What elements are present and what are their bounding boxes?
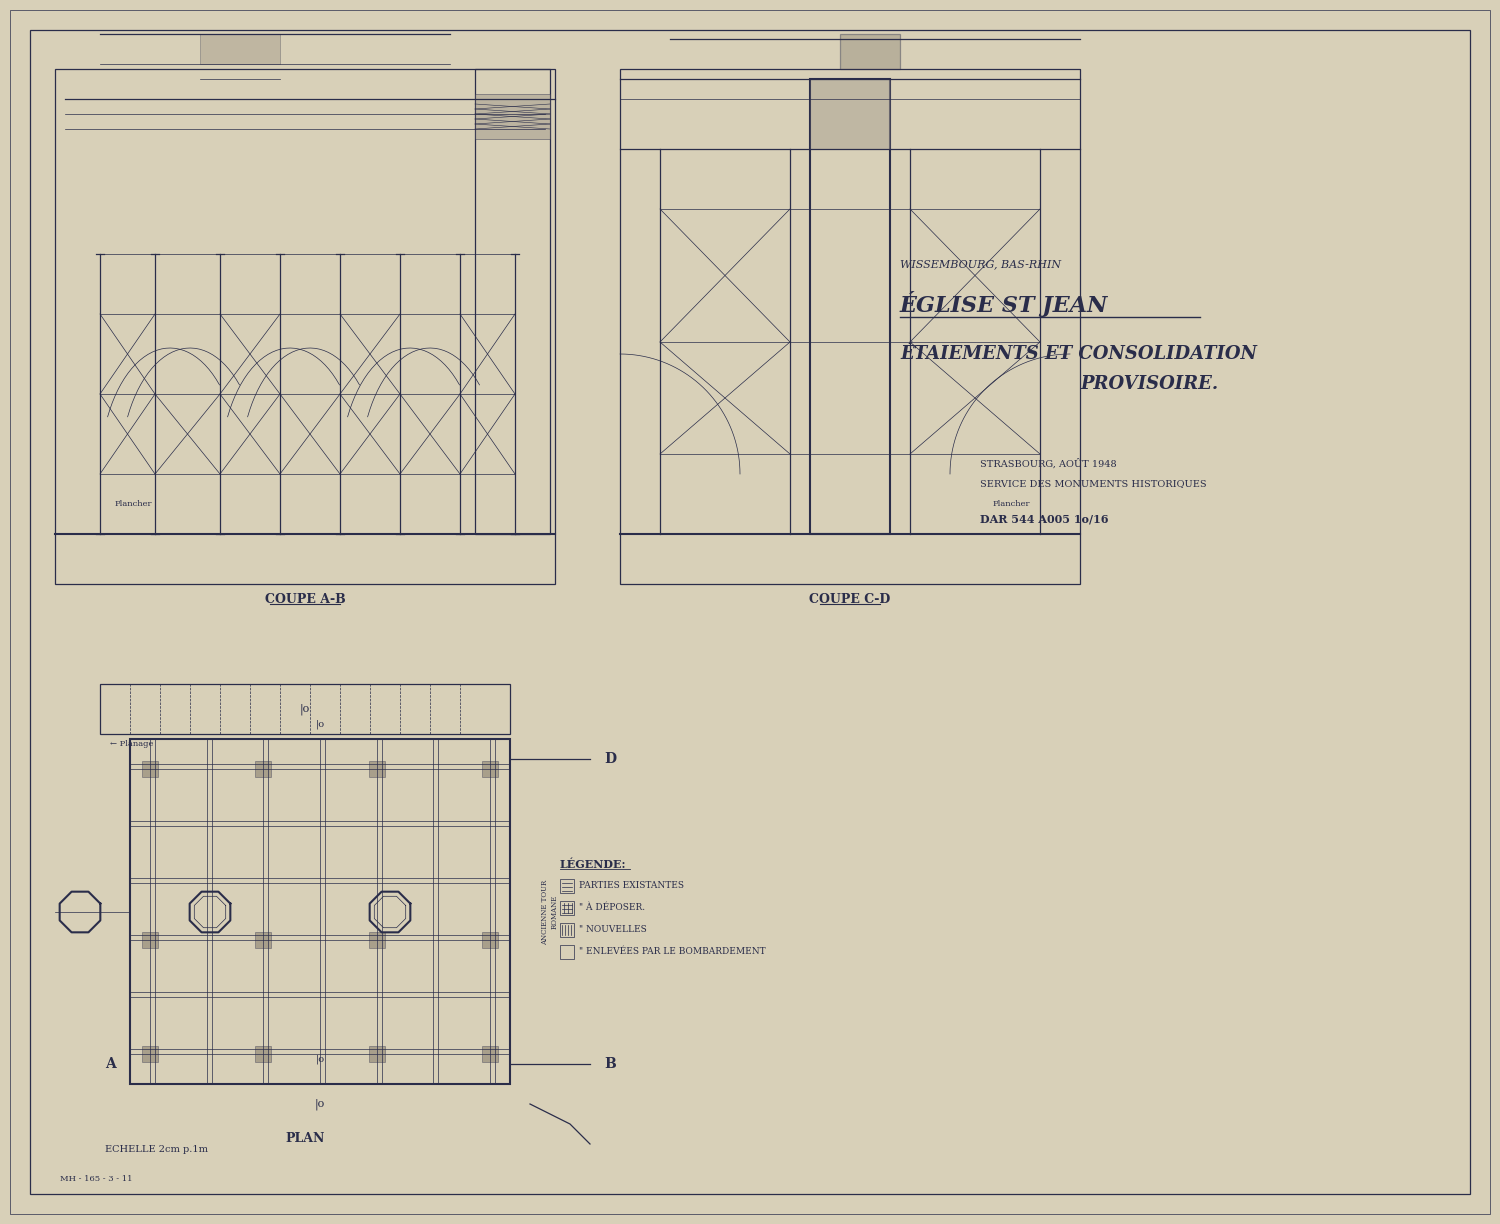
- Text: COUPE C-D: COUPE C-D: [810, 592, 891, 606]
- Text: Plancher: Plancher: [116, 499, 153, 508]
- Text: A: A: [105, 1058, 116, 1071]
- Text: |o: |o: [315, 720, 324, 728]
- Text: ÉGLISE ST JEAN: ÉGLISE ST JEAN: [900, 291, 1108, 317]
- Bar: [560, 923, 574, 938]
- Text: WISSEMBOURG, BAS-RHIN: WISSEMBOURG, BAS-RHIN: [900, 259, 1060, 269]
- Text: ECHELLE 2cm p.1m: ECHELLE 2cm p.1m: [105, 1144, 209, 1153]
- Text: " NOUVELLES: " NOUVELLES: [579, 924, 646, 934]
- Bar: [142, 931, 158, 949]
- Bar: [810, 80, 889, 149]
- Bar: [100, 684, 510, 734]
- Bar: [840, 34, 900, 69]
- Bar: [255, 931, 272, 949]
- Bar: [482, 1047, 498, 1062]
- Bar: [56, 69, 555, 584]
- Bar: [810, 80, 889, 534]
- Bar: [560, 901, 574, 916]
- Bar: [255, 1047, 272, 1062]
- Text: " ENLEVÉES PAR LE BOMBARDEMENT: " ENLEVÉES PAR LE BOMBARDEMENT: [579, 946, 765, 956]
- Text: |o: |o: [300, 704, 310, 715]
- Text: PROVISOIRE.: PROVISOIRE.: [1080, 375, 1218, 393]
- Bar: [620, 69, 1080, 584]
- Text: B: B: [604, 1058, 616, 1071]
- Text: PLAN: PLAN: [285, 1132, 324, 1146]
- Text: DAR 544 A005 1o/16: DAR 544 A005 1o/16: [980, 514, 1108, 525]
- Text: ← Planage: ← Planage: [110, 741, 153, 748]
- Text: STRASBOURG, AOÛT 1948: STRASBOURG, AOÛT 1948: [980, 459, 1116, 469]
- Text: PARTIES EXISTANTES: PARTIES EXISTANTES: [579, 880, 684, 890]
- Text: LÉGENDE:: LÉGENDE:: [560, 858, 627, 869]
- Text: |o: |o: [315, 1054, 324, 1064]
- Bar: [142, 1047, 158, 1062]
- Text: MH - 165 - 3 - 11: MH - 165 - 3 - 11: [60, 1175, 132, 1184]
- Bar: [255, 761, 272, 777]
- Bar: [200, 34, 280, 64]
- Bar: [369, 931, 384, 949]
- Bar: [482, 761, 498, 777]
- Bar: [130, 739, 510, 1084]
- Text: |o: |o: [315, 1098, 326, 1110]
- Text: ANCIENNE TOUR
ROMANE: ANCIENNE TOUR ROMANE: [542, 879, 558, 945]
- Bar: [369, 1047, 384, 1062]
- Bar: [369, 761, 384, 777]
- Bar: [142, 761, 158, 777]
- Text: COUPE A-B: COUPE A-B: [264, 592, 345, 606]
- Bar: [476, 69, 550, 534]
- Text: SERVICE DES MONUMENTS HISTORIQUES: SERVICE DES MONUMENTS HISTORIQUES: [980, 480, 1206, 488]
- Bar: [476, 94, 550, 140]
- Text: Plancher: Plancher: [993, 499, 1030, 508]
- Bar: [560, 945, 574, 958]
- Bar: [482, 931, 498, 949]
- Text: ÉTAIEMENTS ET CONSOLIDATION: ÉTAIEMENTS ET CONSOLIDATION: [900, 345, 1257, 364]
- Text: " À DÉPOSER.: " À DÉPOSER.: [579, 902, 645, 912]
- Text: D: D: [604, 752, 616, 766]
- Bar: [560, 879, 574, 894]
